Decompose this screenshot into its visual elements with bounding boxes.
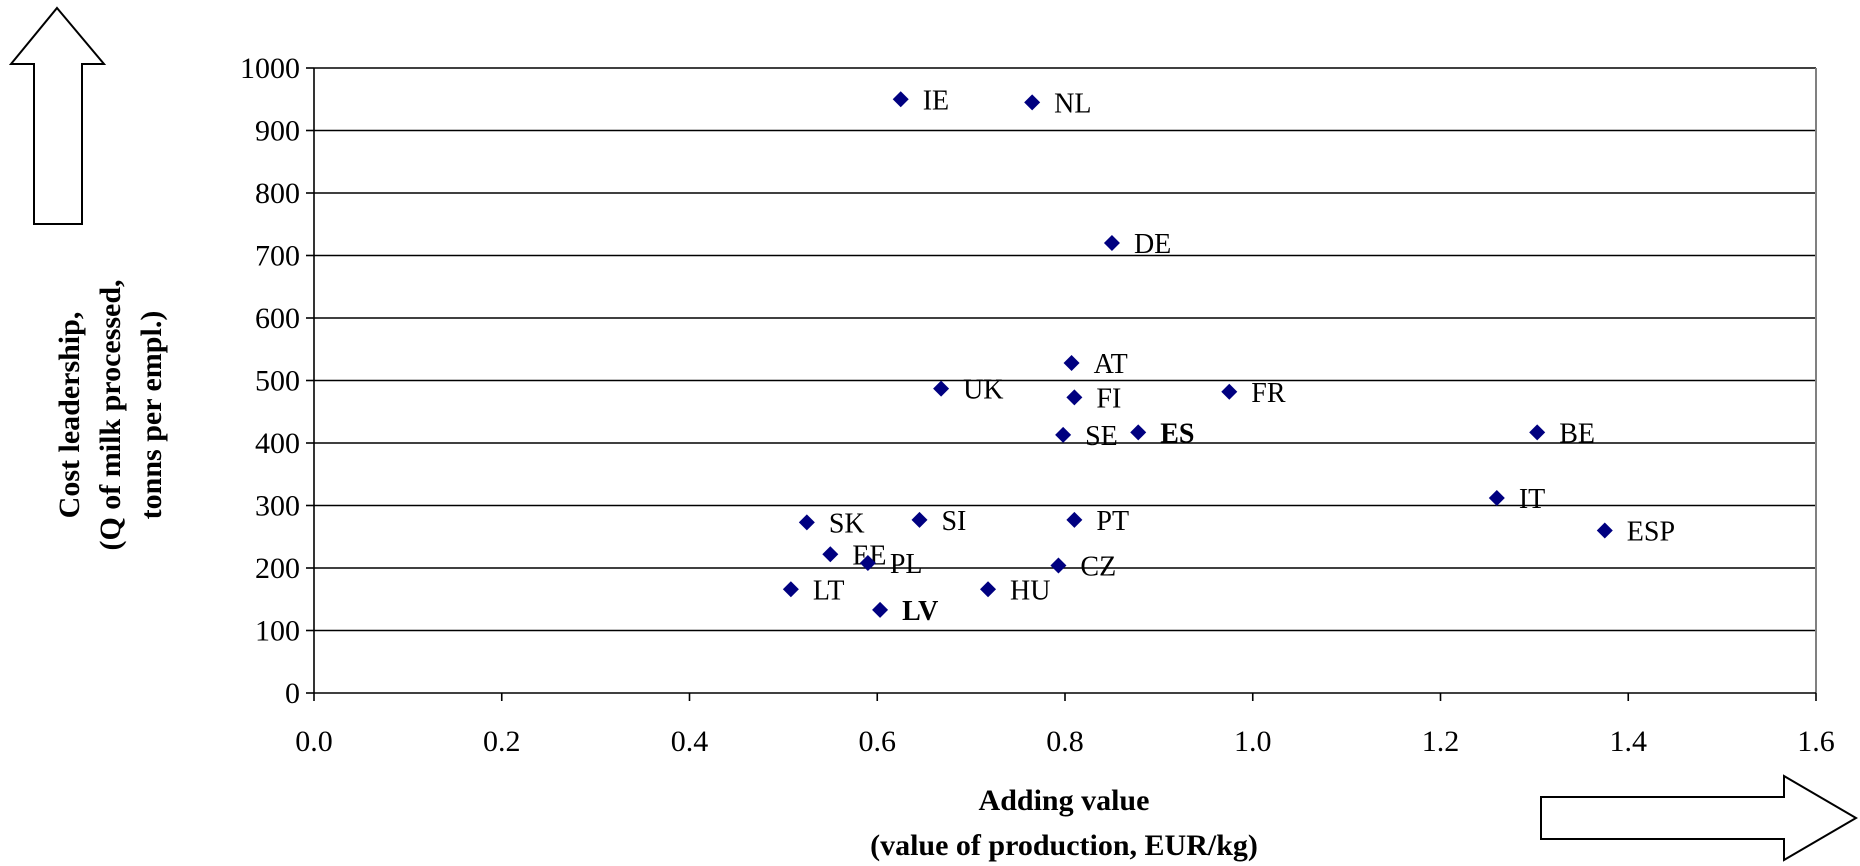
up-arrow-icon xyxy=(8,6,107,225)
y-tick-label-600: 600 xyxy=(255,302,300,335)
x-axis-title-line-2: (value of production, EUR/kg) xyxy=(870,829,1258,862)
x-tick-label-1.2: 1.2 xyxy=(1422,725,1460,758)
y-tick-label-400: 400 xyxy=(255,427,300,460)
point-IT xyxy=(1488,490,1505,506)
point-FR xyxy=(1221,383,1238,400)
point-label-NL: NL xyxy=(1054,88,1091,119)
y-tick-label-1000: 1000 xyxy=(240,52,300,85)
y-tick-label-700: 700 xyxy=(255,240,300,273)
point-label-PT: PT xyxy=(1096,506,1129,537)
point-FI xyxy=(1066,389,1083,406)
x-axis-title-line-1: Adding value xyxy=(979,784,1150,817)
point-label-CZ: CZ xyxy=(1080,552,1116,583)
point-IE xyxy=(892,91,909,108)
point-label-SI: SI xyxy=(941,506,966,537)
y-tick-label-900: 900 xyxy=(255,115,300,148)
point-LT xyxy=(782,581,799,598)
point-label-SE: SE xyxy=(1085,421,1118,452)
y-axis-title-line-1: Cost leadership, xyxy=(53,312,86,519)
y-axis-title-line-3: tonns per empl.) xyxy=(135,311,168,520)
x-tick-label-1.4: 1.4 xyxy=(1610,725,1648,758)
point-label-UK: UK xyxy=(963,375,1003,406)
point-SK xyxy=(798,514,815,531)
x-tick-label-0.0: 0.0 xyxy=(295,725,333,758)
y-axis-title-line-2: (Q of milk processed, xyxy=(94,279,127,550)
x-tick-label-1.0: 1.0 xyxy=(1234,725,1272,758)
y-tick-label-0: 0 xyxy=(285,677,300,710)
point-HU xyxy=(980,581,997,598)
point-label-LT: LT xyxy=(813,575,845,606)
point-LV xyxy=(872,601,889,618)
point-label-PL: PL xyxy=(890,549,923,580)
point-EE xyxy=(822,546,839,563)
point-ES xyxy=(1130,424,1147,441)
x-tick-label-0.8: 0.8 xyxy=(1046,725,1084,758)
point-label-IE: IE xyxy=(923,85,949,116)
point-UK xyxy=(933,380,950,397)
point-label-BE: BE xyxy=(1559,418,1595,449)
point-SE xyxy=(1055,426,1072,443)
point-label-ES: ES xyxy=(1160,418,1194,449)
point-BE xyxy=(1529,424,1546,441)
x-tick-label-0.2: 0.2 xyxy=(483,725,521,758)
y-tick-label-100: 100 xyxy=(255,615,300,648)
point-label-FR: FR xyxy=(1251,378,1286,409)
point-label-LV: LV xyxy=(902,596,938,627)
point-label-FI: FI xyxy=(1096,383,1121,414)
point-CZ xyxy=(1050,557,1067,574)
point-PT xyxy=(1066,511,1083,528)
point-label-AT: AT xyxy=(1094,349,1128,380)
y-tick-label-200: 200 xyxy=(255,552,300,585)
point-label-ESP: ESP xyxy=(1627,517,1675,548)
x-tick-label-0.6: 0.6 xyxy=(859,725,897,758)
point-SI xyxy=(911,511,928,528)
point-label-IT: IT xyxy=(1519,484,1545,515)
y-tick-label-500: 500 xyxy=(255,365,300,398)
point-AT xyxy=(1063,355,1080,371)
point-label-DE: DE xyxy=(1134,229,1171,260)
y-tick-label-300: 300 xyxy=(255,490,300,523)
y-axis-title: Cost leadership, (Q of milk processed, t… xyxy=(53,279,168,550)
x-tick-label-1.6: 1.6 xyxy=(1797,725,1835,758)
plot-area: 0 100 200 300 400 500 600 700 800 900 1000 0.0 0.2 0.… xyxy=(240,52,1835,758)
point-PL xyxy=(859,555,876,571)
point-ESP xyxy=(1596,522,1613,539)
right-arrow-icon xyxy=(1540,774,1858,862)
y-tick-label-800: 800 xyxy=(255,177,300,210)
point-label-HU: HU xyxy=(1010,575,1050,606)
point-DE xyxy=(1103,235,1120,251)
point-label-SK: SK xyxy=(829,508,865,539)
x-tick-label-0.4: 0.4 xyxy=(671,725,709,758)
point-NL xyxy=(1024,94,1041,111)
